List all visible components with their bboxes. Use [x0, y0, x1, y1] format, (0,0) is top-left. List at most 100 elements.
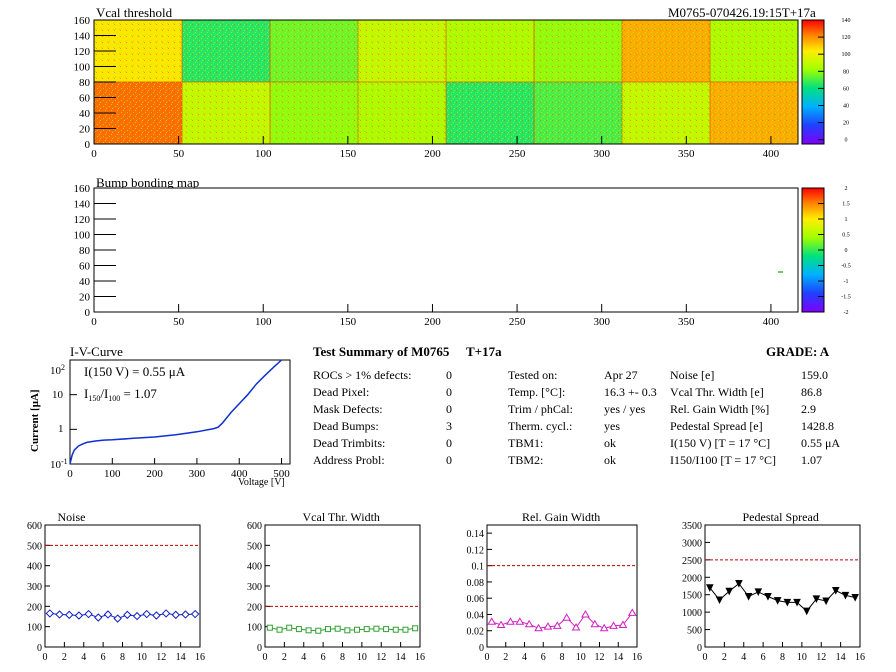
colorbar-tick-label: 0	[845, 138, 848, 144]
trend-point	[74, 611, 84, 620]
trend-point	[515, 617, 525, 625]
trend-y-tick-label: 100	[247, 623, 262, 634]
trend-point	[392, 626, 399, 633]
vcal-map-noise	[94, 20, 798, 144]
trend-line	[709, 582, 856, 612]
y-tick-label: 40	[79, 276, 91, 288]
trend-y-tick-label: 0.02	[467, 627, 485, 638]
trend-point	[562, 613, 572, 621]
colorbar-tick-label: -2	[844, 310, 849, 316]
trend-point	[286, 624, 293, 631]
trend-x-tick-label: 0	[703, 652, 708, 663]
trend-point	[142, 609, 151, 619]
trend-y-tick-label: 500	[27, 541, 42, 552]
trend-point	[45, 609, 55, 618]
iv-x-tick-label: 300	[189, 468, 206, 480]
bump-colorbar-ticks: 2 1.5 1 0.5 0 -0.5 -1 -1.5 -2	[818, 186, 851, 316]
summary-label: Therm. cycl.:	[508, 419, 573, 433]
x-tick-label: 400	[763, 316, 780, 328]
y-tick-label: 0	[85, 307, 91, 319]
trend-y-tick-label: 0.04	[467, 610, 485, 621]
trend-point	[773, 597, 782, 605]
trend-y-tick-label: 0	[479, 643, 484, 654]
trend-y-tick-label: 500	[247, 541, 262, 552]
y-tick-label: 0	[85, 139, 91, 151]
x-tick-label: 100	[255, 316, 272, 328]
trend-point	[412, 625, 419, 632]
gain-width-plot: Rel. Gain Width 0 0.02 0.04 0.06 0.08 0.1 0.12 0…	[467, 510, 643, 663]
trend-x-tick-label: 10	[576, 652, 586, 663]
colorbar-tick-label: 2	[845, 186, 848, 192]
summary-value: ok	[604, 453, 616, 467]
colorbar-tick-label: 140	[842, 18, 851, 24]
y-tick-label: 120	[74, 46, 91, 58]
trend-point	[344, 627, 351, 634]
colorbar-tick-label: 1.5	[842, 202, 850, 208]
summary-label: I150/I100 [T = 17 °C]	[670, 453, 777, 467]
trend-x-tick-label: 10	[797, 652, 807, 663]
summary-label: Noise [e]	[670, 368, 715, 382]
trend-x-tick-label: 12	[595, 652, 605, 663]
colorbar-tick-label: 60	[843, 86, 849, 92]
summary-label: Dead Trimbits:	[313, 436, 386, 450]
trend-title: Pedestal Spread	[743, 510, 819, 524]
colorbar-tick-label: 0.5	[842, 233, 850, 239]
trend-point	[487, 617, 497, 625]
trend-x-tick-label: 6	[761, 652, 766, 663]
x-tick-label: 50	[173, 316, 185, 328]
vcal-colorbar	[801, 19, 825, 145]
trend-point	[161, 609, 171, 618]
trend-point	[315, 627, 322, 634]
trend-point	[324, 626, 331, 633]
colorbar-tick-label: 0	[845, 248, 848, 254]
trend-x-tick-label: 6	[321, 652, 326, 663]
iv-ytick-10: 10	[52, 389, 64, 401]
x-tick-label: 300	[593, 148, 610, 160]
trend-point	[266, 624, 273, 631]
y-tick-label: 80	[79, 245, 91, 257]
vcal-map-title: Vcal threshold	[96, 5, 173, 20]
trend-y-tick-label: 0.12	[467, 545, 485, 556]
iv-ylabel: Current [μA]	[29, 389, 41, 452]
trend-x-tick-label: 2	[282, 652, 287, 663]
summary-grade: GRADE: A	[766, 344, 830, 359]
trend-x-tick-label: 14	[396, 652, 406, 663]
summary-value: Apr 27	[604, 368, 638, 382]
vcal-colorbar-ticks: 0 20 40 60 80 100 120 140	[818, 18, 851, 144]
y-tick-label: 40	[79, 108, 91, 120]
trend-point	[725, 587, 734, 596]
summary-value: 0	[446, 385, 452, 399]
trend-x-tick-label: 16	[195, 652, 205, 663]
iv-ytick-01: 10-1	[50, 457, 68, 471]
trend-point	[295, 626, 302, 633]
trend-point	[783, 598, 792, 607]
summary-label: Rel. Gain Width [%]	[670, 402, 770, 416]
trend-x-tick-label: 2	[722, 652, 727, 663]
trend-point	[276, 626, 283, 633]
summary-label: Tested on:	[508, 368, 558, 382]
trend-x-tick-label: 0	[485, 652, 490, 663]
trend-y-tick-label: 2500	[682, 556, 702, 567]
summary-label: TBM2:	[508, 453, 544, 467]
trend-y-tick-label: 2000	[682, 573, 702, 584]
summary-label: Pedestal Spread [e]	[670, 419, 763, 433]
summary-value: 2.9	[801, 402, 816, 416]
trend-point	[764, 592, 772, 601]
iv-line	[69, 359, 283, 465]
bump-map-axes: 0 50 100 150 200 250 300 350 4000204060801001201…	[74, 183, 780, 328]
colorbar-tick-label: 40	[843, 104, 849, 110]
iv-x-tick-label: 100	[104, 468, 121, 480]
trend-frame	[704, 524, 861, 648]
trend-point	[132, 611, 142, 621]
x-tick-label: 0	[91, 316, 97, 328]
y-tick-label: 160	[74, 15, 91, 27]
x-tick-label: 200	[424, 148, 441, 160]
trend-y-tick-label: 0	[697, 643, 702, 654]
summary-value: yes	[604, 419, 620, 433]
iv-annotation-i150: I(150 V) = 0.55 μA	[84, 364, 186, 379]
trend-point	[152, 611, 161, 620]
y-tick-label: 80	[79, 77, 91, 89]
trend-y-tick-label: 200	[247, 602, 262, 613]
y-tick-label: 20	[79, 292, 91, 304]
summary-value: 159.0	[801, 368, 828, 382]
